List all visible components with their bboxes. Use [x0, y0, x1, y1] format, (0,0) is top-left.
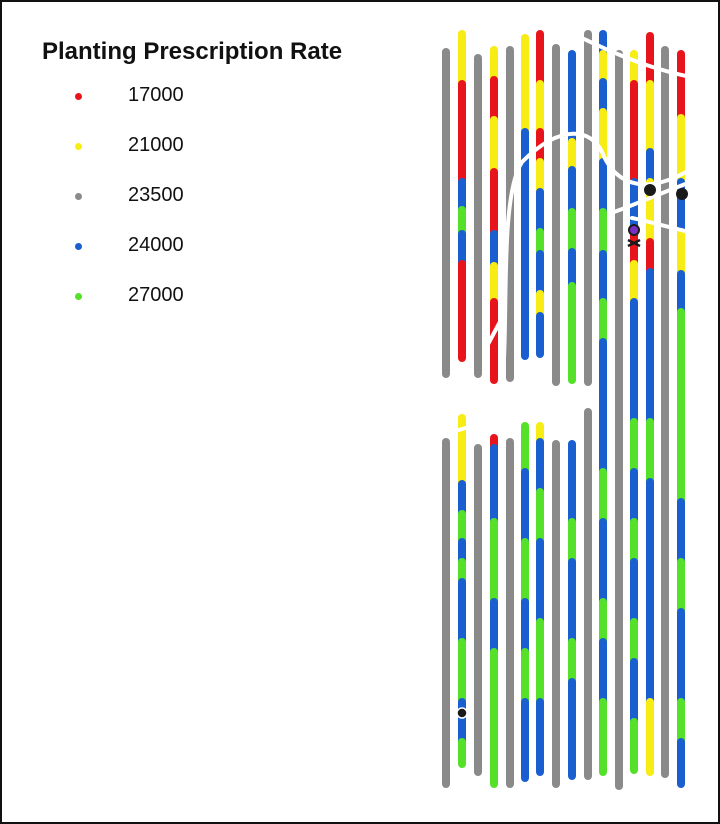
legend-swatch-red — [75, 93, 82, 100]
legend-swatch-gray — [75, 193, 82, 200]
turn-path — [440, 418, 502, 438]
point-marker — [628, 224, 640, 236]
point-marker — [644, 184, 656, 196]
point-marker — [676, 188, 688, 200]
legend: Planting Prescription Rate 17000 21000 2… — [42, 38, 342, 334]
legend-swatch-blue — [75, 243, 82, 250]
legend-item-21000: 21000 — [42, 134, 342, 184]
point-marker — [627, 238, 641, 248]
legend-label: 23500 — [128, 184, 184, 206]
legend-item-23500: 23500 — [42, 184, 342, 234]
legend-label: 24000 — [128, 234, 184, 256]
legend-item-24000: 24000 — [42, 234, 342, 284]
legend-item-17000: 17000 — [42, 84, 342, 134]
legend-item-27000: 27000 — [42, 284, 342, 334]
point-marker — [456, 707, 468, 719]
turn-path — [484, 316, 504, 350]
turn-path — [580, 36, 718, 84]
legend-swatch-yellow — [75, 143, 82, 150]
legend-label: 21000 — [128, 134, 184, 156]
legend-label: 27000 — [128, 284, 184, 306]
legend-label: 17000 — [128, 84, 184, 106]
legend-swatch-green — [75, 293, 82, 300]
turn-path — [630, 216, 718, 240]
legend-title: Planting Prescription Rate — [42, 38, 343, 65]
turn-path — [502, 131, 718, 360]
turn-path — [612, 170, 718, 214]
